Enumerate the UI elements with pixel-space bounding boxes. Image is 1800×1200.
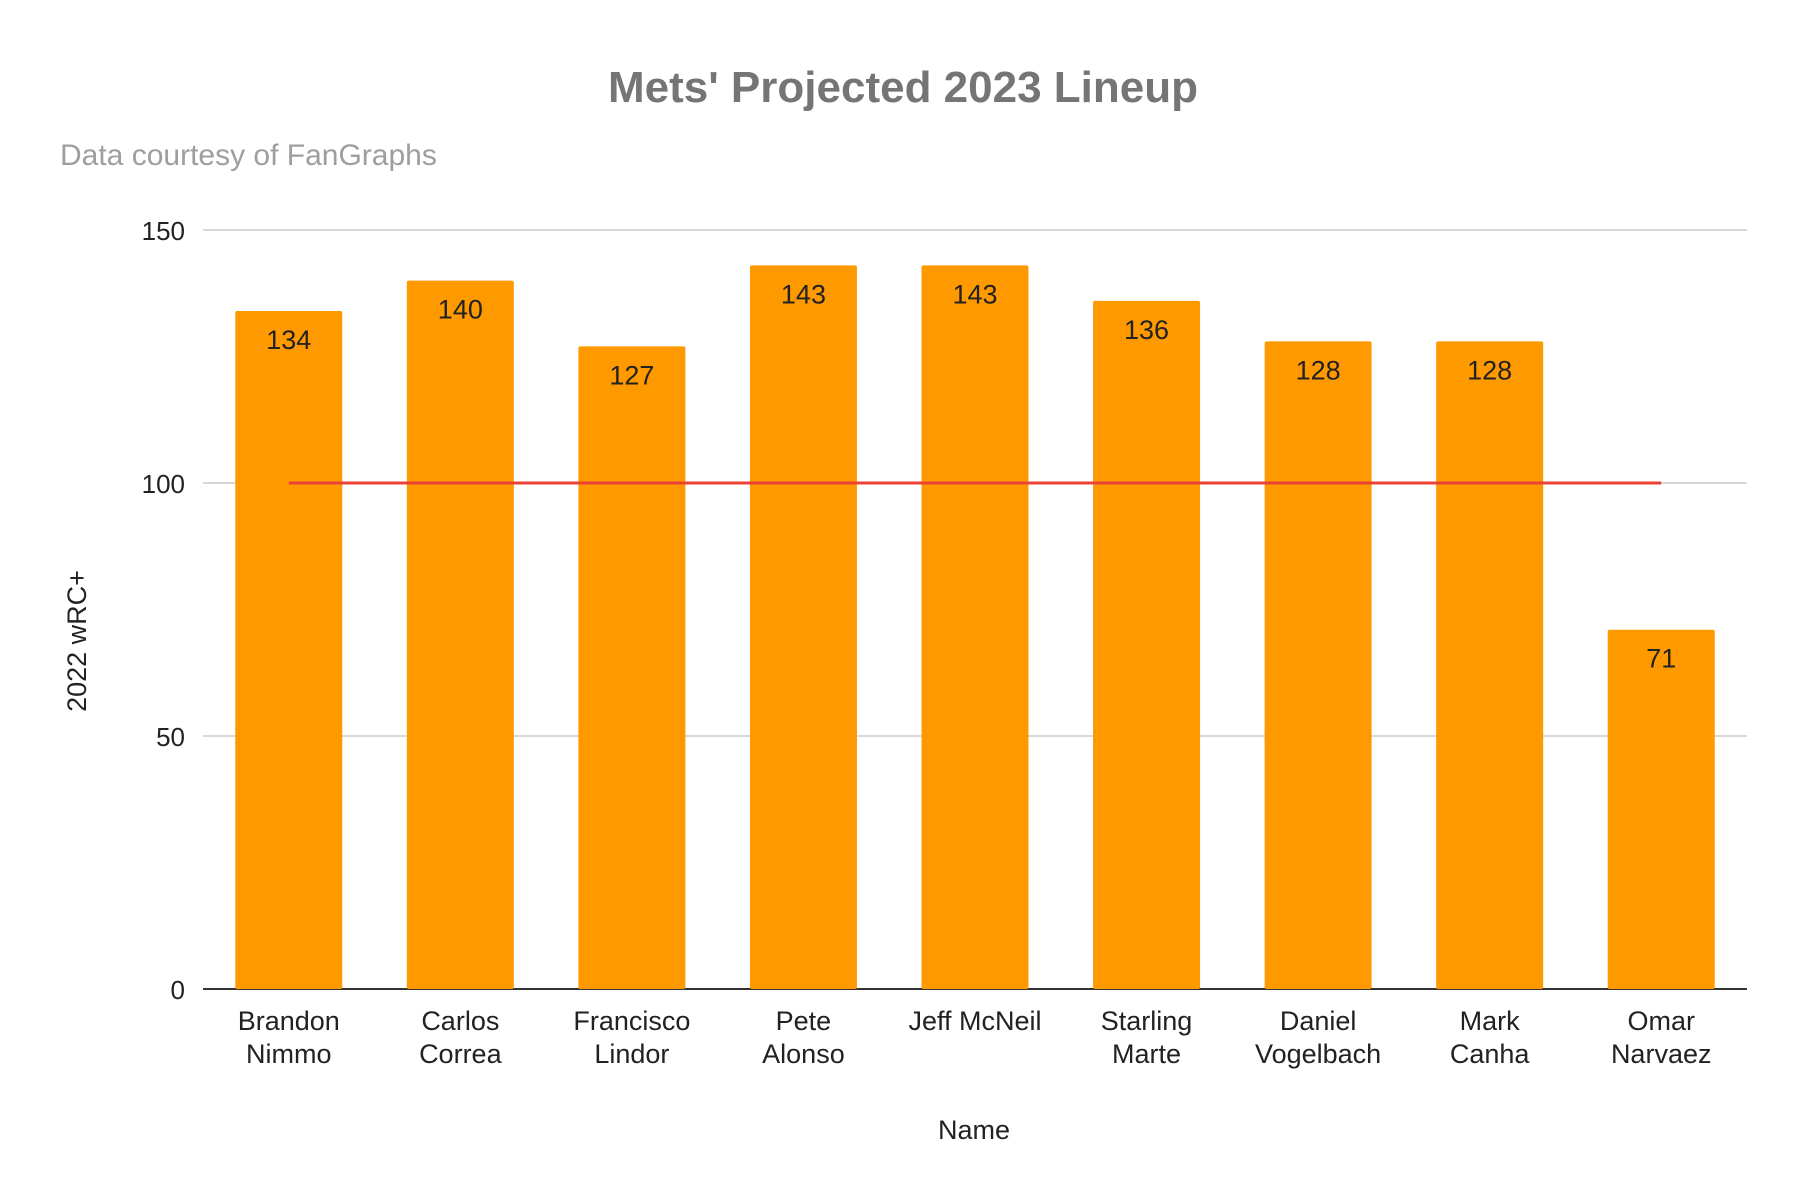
- x-tick-label-line: Pete: [776, 1006, 832, 1036]
- x-tick-label-line: Mark: [1460, 1006, 1520, 1036]
- x-tick-label: Daniel Vogelbach: [1255, 1006, 1381, 1069]
- bar: [1093, 300, 1201, 990]
- data-label: 140: [438, 295, 483, 325]
- x-tick-label-line: Lindor: [594, 1039, 669, 1069]
- bar: [749, 265, 857, 989]
- x-tick-label: Starling Marte: [1101, 1006, 1193, 1069]
- x-tick-label-line: Starling: [1101, 1006, 1193, 1036]
- x-axis-ticks: Brandon Nimmo Carlos Correa Francisco Lindor P…: [238, 1006, 1712, 1069]
- chart-title: Mets' Projected 2023 Lineup: [608, 63, 1198, 112]
- x-tick-label-line: Nimmo: [246, 1039, 332, 1069]
- data-label: 71: [1646, 644, 1676, 674]
- x-tick-label: Carlos Correa: [419, 1006, 503, 1069]
- x-axis-label: Name: [938, 1115, 1010, 1145]
- y-tick-label: 0: [171, 975, 185, 1005]
- x-tick-label-line: Canha: [1450, 1039, 1531, 1069]
- bar: [406, 280, 514, 990]
- x-tick-label-line: Jeff McNeil: [908, 1006, 1041, 1036]
- x-tick-label-line: Brandon: [238, 1006, 340, 1036]
- bar: [1436, 341, 1544, 989]
- data-labels: 134 140 127 143 143 136 128 128 71: [266, 279, 1676, 673]
- x-tick-label-line: Omar: [1627, 1006, 1695, 1036]
- x-tick-label: Pete Alonso: [762, 1006, 845, 1069]
- data-label: 127: [609, 360, 654, 390]
- x-tick-label: Omar Narvaez: [1611, 1006, 1712, 1069]
- x-tick-label-line: Francisco: [573, 1006, 690, 1036]
- x-tick-label: Brandon Nimmo: [238, 1006, 340, 1069]
- bars: [235, 265, 1715, 990]
- chart-subtitle: Data courtesy of FanGraphs: [60, 139, 437, 172]
- data-label: 136: [1124, 315, 1169, 345]
- y-tick-label: 150: [142, 216, 185, 246]
- x-tick-label-line: Vogelbach: [1255, 1039, 1381, 1069]
- y-tick-label: 50: [156, 722, 185, 752]
- bar: [235, 310, 343, 990]
- x-tick-label-line: Carlos: [421, 1006, 499, 1036]
- data-label: 128: [1296, 355, 1341, 385]
- x-tick-label: Mark Canha: [1450, 1006, 1531, 1069]
- x-tick-label-line: Daniel: [1280, 1006, 1357, 1036]
- bar: [1264, 341, 1372, 989]
- data-label: 128: [1467, 355, 1512, 385]
- data-label: 134: [266, 325, 311, 355]
- y-tick-label: 100: [142, 469, 185, 499]
- bar: [578, 346, 686, 989]
- x-tick-label-line: Narvaez: [1611, 1039, 1712, 1069]
- y-axis-label: 2022 wRC+: [62, 570, 92, 712]
- data-label: 143: [952, 279, 997, 309]
- x-tick-label-line: Alonso: [762, 1039, 845, 1069]
- bar: [1607, 629, 1715, 989]
- x-tick-label-line: Correa: [419, 1039, 503, 1069]
- x-tick-label: Francisco Lindor: [573, 1006, 690, 1069]
- bar: [921, 265, 1029, 989]
- data-label: 143: [781, 279, 826, 309]
- x-tick-label-line: Marte: [1112, 1039, 1181, 1069]
- x-tick-label: Jeff McNeil: [908, 1006, 1041, 1036]
- y-axis-ticks: 0 50 100 150: [142, 216, 185, 1005]
